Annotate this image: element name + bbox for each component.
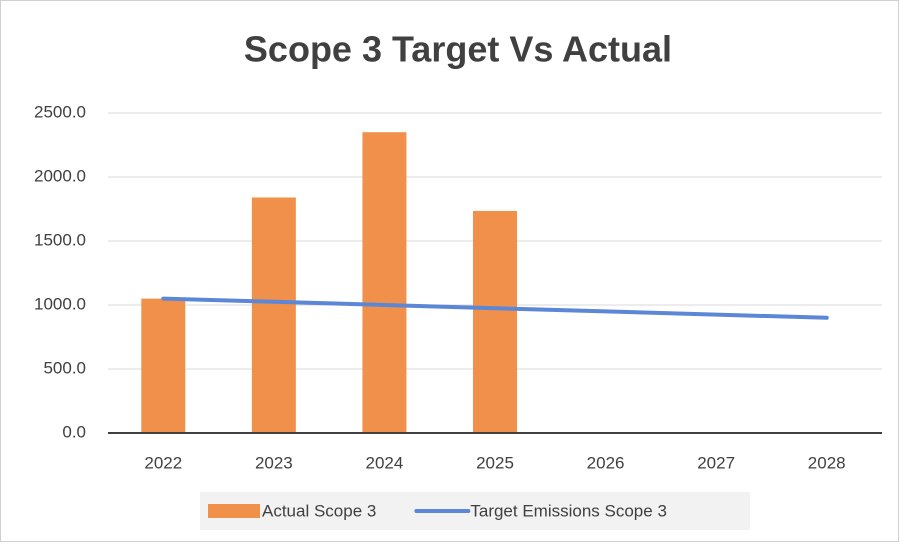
y-tick-label: 0.0 bbox=[62, 422, 86, 441]
x-tick-label: 2024 bbox=[366, 453, 404, 472]
legend-box bbox=[200, 492, 750, 530]
legend-label: Actual Scope 3 bbox=[262, 501, 376, 520]
y-tick-label: 2500.0 bbox=[34, 102, 86, 121]
x-tick-label: 2025 bbox=[476, 453, 514, 472]
x-tick-label: 2023 bbox=[255, 453, 293, 472]
x-tick-label: 2027 bbox=[697, 453, 735, 472]
bar bbox=[141, 298, 186, 433]
line bbox=[161, 296, 829, 320]
x-tick-label: 2022 bbox=[144, 453, 182, 472]
y-tick-label: 1000.0 bbox=[34, 294, 86, 313]
bar bbox=[251, 197, 296, 433]
x-tick-label: 2026 bbox=[587, 453, 625, 472]
legend-swatch bbox=[208, 504, 260, 518]
bar bbox=[362, 132, 407, 433]
y-tick-label: 2000.0 bbox=[34, 166, 86, 185]
legend-label: Target Emissions Scope 3 bbox=[470, 501, 667, 520]
y-tick-label: 500.0 bbox=[43, 358, 86, 377]
bar bbox=[473, 210, 517, 433]
y-tick-label: 1500.0 bbox=[34, 230, 86, 249]
chart-title: Scope 3 Target Vs Actual bbox=[244, 29, 672, 70]
x-tick-label: 2028 bbox=[808, 453, 846, 472]
